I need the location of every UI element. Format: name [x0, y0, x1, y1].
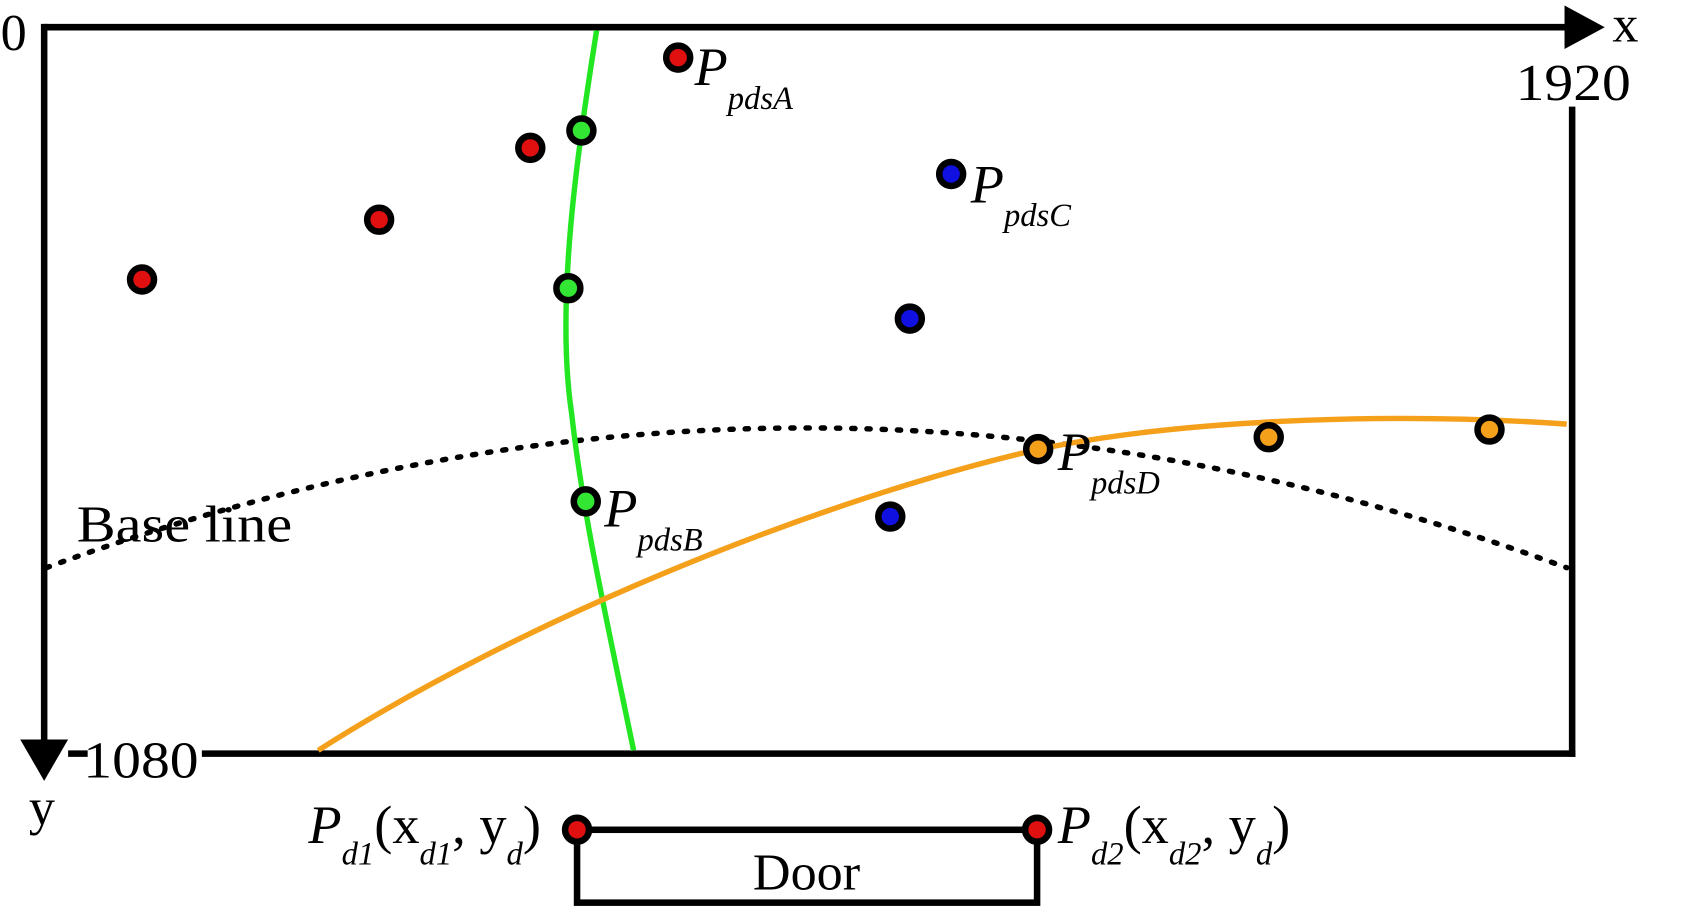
point — [515, 132, 546, 164]
label-sub: d — [1256, 837, 1273, 873]
point-label: PpdsC — [970, 154, 1073, 234]
door-label: Door — [753, 844, 860, 902]
label-sub: pdsD — [1089, 466, 1160, 502]
point — [935, 158, 967, 190]
label-main: P — [970, 154, 1004, 214]
baseline-label: Base line — [77, 496, 292, 554]
label-main: (x — [1124, 795, 1169, 855]
point — [126, 264, 158, 295]
point — [1022, 433, 1054, 465]
point — [363, 204, 395, 235]
frame — [40, 23, 1576, 757]
door — [573, 826, 1041, 906]
point — [875, 501, 906, 532]
x-label: x — [1612, 0, 1638, 53]
label-main: ) — [523, 795, 541, 855]
label-main: P — [1057, 422, 1091, 482]
origin-label: 0 — [1, 4, 27, 62]
point — [566, 115, 597, 146]
label-main: , y — [1201, 795, 1255, 855]
x-arrow — [1564, 5, 1605, 49]
label-sub: d — [507, 837, 524, 873]
point — [553, 272, 584, 304]
green-curve — [563, 30, 637, 751]
label-main: P — [694, 37, 728, 97]
y-label: y — [29, 778, 55, 836]
point-label: PpdsD — [1057, 422, 1161, 502]
label-sub: d2 — [1169, 837, 1202, 873]
y-arrow — [20, 739, 69, 781]
label-main: (x — [374, 795, 419, 855]
orange-curve — [316, 415, 1567, 753]
point — [1474, 414, 1505, 445]
point-label: PpdsB — [603, 478, 703, 558]
point — [570, 486, 601, 517]
point — [894, 303, 926, 334]
door-left-label: Pd1(xd1, yd) — [307, 795, 541, 873]
x-max-label: 1920 — [1516, 54, 1631, 112]
points — [126, 42, 1505, 532]
door-point — [561, 814, 593, 846]
point — [662, 42, 694, 73]
label-main: , y — [452, 795, 506, 855]
door-right-label: Pd2(xd2, yd) — [1057, 795, 1291, 873]
label-main: P — [1057, 795, 1091, 855]
baseline — [43, 425, 1570, 571]
point-label: PpdsA — [694, 37, 795, 117]
point — [1253, 421, 1284, 453]
label-main: P — [307, 795, 341, 855]
label-sub: pdsC — [1002, 198, 1072, 234]
y-max-label: 1080 — [83, 732, 198, 790]
label-main: P — [603, 478, 637, 538]
label-main: ) — [1272, 795, 1290, 855]
label-sub: pdsB — [635, 522, 702, 558]
label-sub: d1 — [342, 837, 375, 873]
label-sub: d2 — [1091, 837, 1124, 873]
label-sub: d1 — [420, 837, 453, 873]
label-sub: pdsA — [726, 81, 794, 117]
door-point — [1021, 814, 1053, 846]
